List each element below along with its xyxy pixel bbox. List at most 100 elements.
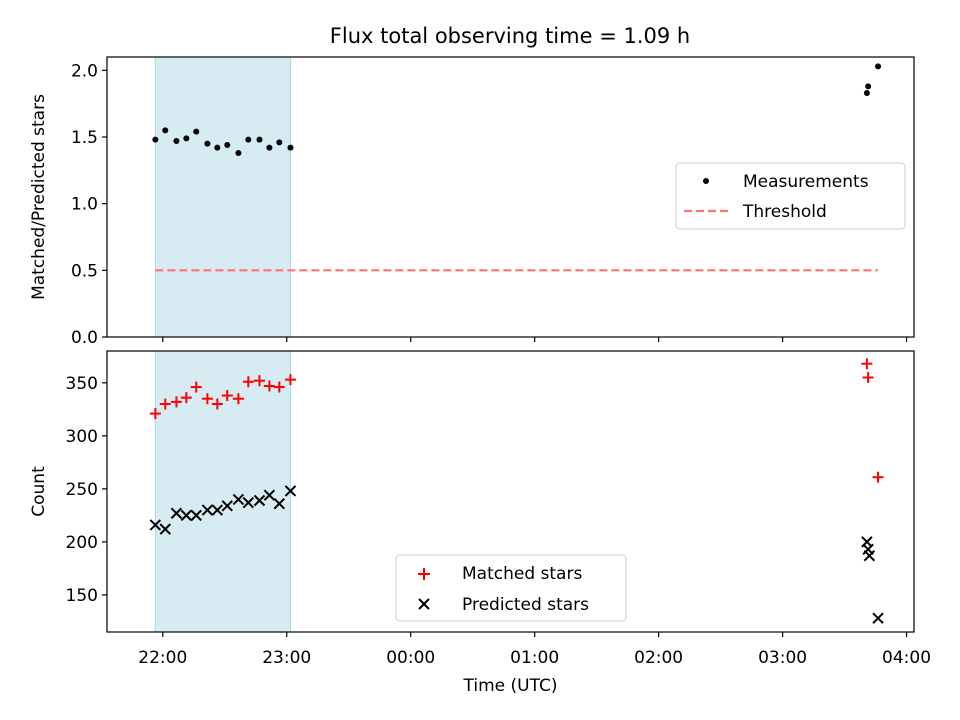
shaded-span bbox=[154, 56, 291, 338]
x-b bbox=[221, 500, 233, 512]
figure-title: Flux total observing time = 1.09 h bbox=[330, 24, 690, 48]
data-point bbox=[266, 144, 273, 151]
data-point bbox=[862, 372, 874, 384]
data-point bbox=[221, 500, 233, 512]
legend-label: Predicted stars bbox=[462, 595, 589, 615]
x-b bbox=[863, 549, 876, 562]
x-b bbox=[242, 496, 255, 509]
data-point bbox=[180, 392, 192, 404]
data-point bbox=[159, 398, 171, 410]
x-b bbox=[201, 504, 214, 516]
x-axis-label: Time (UTC) bbox=[463, 676, 558, 696]
data-point bbox=[149, 519, 162, 531]
y-axis-label: Count bbox=[29, 466, 49, 517]
data-point bbox=[242, 376, 254, 388]
data-point bbox=[201, 393, 213, 405]
data-point bbox=[865, 83, 872, 90]
x-b bbox=[418, 598, 430, 610]
data-point bbox=[232, 493, 245, 506]
y-tick-label: 250 bbox=[66, 480, 98, 500]
axes-frame bbox=[106, 350, 915, 633]
y-tick-label: 300 bbox=[66, 427, 98, 447]
x-b bbox=[284, 485, 297, 497]
data-point bbox=[221, 390, 233, 402]
x-b bbox=[180, 509, 193, 522]
legend-marker-x bbox=[418, 598, 430, 610]
x-tick-label: 22:00 bbox=[138, 648, 187, 668]
x-b bbox=[190, 509, 202, 522]
x-b bbox=[159, 523, 171, 535]
data-point bbox=[284, 485, 297, 497]
data-point bbox=[284, 374, 296, 386]
data-point bbox=[162, 127, 169, 134]
data-point bbox=[190, 509, 202, 522]
y-tick-label: 0.5 bbox=[71, 261, 98, 281]
data-point bbox=[245, 136, 252, 143]
x-b bbox=[253, 494, 266, 507]
data-point bbox=[180, 509, 193, 522]
data-point bbox=[235, 150, 242, 156]
x-b bbox=[862, 543, 874, 555]
x-b bbox=[872, 612, 884, 624]
data-point bbox=[214, 144, 221, 151]
y-tick-label: 350 bbox=[66, 374, 98, 394]
data-point bbox=[875, 63, 882, 70]
data-point bbox=[872, 471, 884, 483]
data-point bbox=[193, 128, 200, 135]
legend-frame bbox=[395, 554, 627, 622]
x-b bbox=[263, 489, 276, 501]
data-point bbox=[170, 396, 182, 408]
x-tick-label: 02:00 bbox=[634, 648, 683, 668]
legend-label: Threshold bbox=[742, 202, 827, 222]
y-axis-label: Matched/Predicted stars bbox=[29, 94, 49, 300]
legend-marker-dot bbox=[703, 178, 709, 184]
data-point bbox=[190, 381, 202, 393]
legend-label: Measurements bbox=[743, 172, 869, 192]
legend-label: Matched stars bbox=[462, 564, 582, 584]
data-point bbox=[242, 496, 255, 509]
data-point bbox=[872, 612, 884, 624]
data-point bbox=[211, 398, 223, 410]
y-tick-label: 150 bbox=[66, 586, 98, 606]
data-point bbox=[173, 138, 180, 144]
data-point bbox=[861, 358, 873, 370]
data-point bbox=[863, 549, 876, 562]
data-point bbox=[273, 497, 286, 510]
data-point bbox=[149, 408, 161, 420]
x-tick-label: 03:00 bbox=[758, 648, 807, 668]
data-point bbox=[170, 507, 183, 519]
x-tick-label: 00:00 bbox=[386, 648, 435, 668]
y-tick-label: 200 bbox=[66, 533, 98, 553]
legend: Measurements Threshold bbox=[675, 162, 906, 230]
data-point bbox=[263, 489, 276, 501]
ratio-panel: 0.0 0.5 1.0 1.5 2.0 Matched/Predicted stars Me… bbox=[29, 56, 915, 348]
legend-marker-plus bbox=[418, 568, 430, 580]
shaded-span bbox=[154, 350, 291, 633]
x-tick-label: 23:00 bbox=[262, 648, 311, 668]
series-measurements bbox=[152, 63, 882, 156]
data-point bbox=[224, 142, 231, 148]
data-point bbox=[263, 380, 275, 392]
data-point bbox=[276, 139, 283, 146]
x-tick-label: 01:00 bbox=[510, 648, 559, 668]
data-point bbox=[256, 136, 263, 143]
data-point bbox=[211, 504, 224, 516]
x-tick-label: 04:00 bbox=[882, 648, 931, 668]
data-point bbox=[287, 144, 294, 151]
y-tick-label: 1.0 bbox=[71, 195, 98, 215]
legend-frame bbox=[675, 162, 906, 230]
data-point bbox=[159, 523, 171, 535]
data-point bbox=[201, 504, 214, 516]
count-panel: 150 200 250 300 350 22:00 23:00 00:00 01:00 02:00… bbox=[29, 350, 931, 696]
series-matched-stars bbox=[149, 358, 884, 483]
x-b bbox=[170, 507, 183, 519]
y-tick-label: 1.5 bbox=[71, 128, 98, 148]
data-point bbox=[863, 90, 870, 96]
axes-frame bbox=[106, 56, 915, 338]
x-b bbox=[149, 519, 162, 531]
legend: Matched stars Predicted stars bbox=[395, 554, 627, 622]
x-b bbox=[211, 504, 224, 516]
data-point bbox=[232, 393, 244, 405]
x-b bbox=[232, 493, 245, 506]
